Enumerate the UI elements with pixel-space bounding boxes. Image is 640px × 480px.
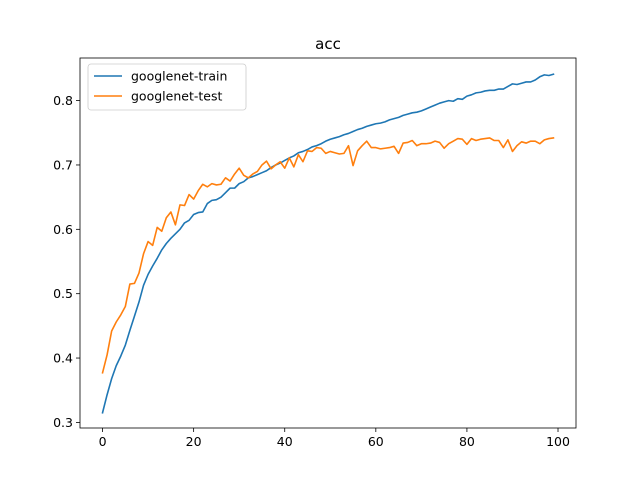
chart-title: acc <box>315 35 341 53</box>
series-line-googlenet-test <box>103 138 554 373</box>
legend-label: googlenet-train <box>131 69 227 84</box>
x-axis: 0 20 40 60 80 100 <box>99 428 570 449</box>
x-tick-label: 40 <box>277 434 293 449</box>
legend: googlenet-train googlenet-test <box>88 64 246 110</box>
y-tick-label: 0.6 <box>53 222 73 237</box>
y-axis: 0.3 0.4 0.5 0.6 0.7 0.8 <box>53 93 80 430</box>
y-tick-label: 0.7 <box>53 157 73 172</box>
y-tick-label: 0.4 <box>53 351 73 366</box>
series-line-googlenet-train <box>103 74 554 413</box>
x-tick-label: 80 <box>459 434 475 449</box>
y-tick-label: 0.3 <box>53 415 73 430</box>
x-tick-label: 20 <box>186 434 202 449</box>
y-tick-label: 0.5 <box>53 286 73 301</box>
axes-frame <box>80 58 576 428</box>
legend-label: googlenet-test <box>131 89 222 104</box>
series-layer <box>103 74 554 413</box>
y-tick-label: 0.8 <box>53 93 73 108</box>
x-tick-label: 100 <box>546 434 570 449</box>
x-tick-label: 60 <box>368 434 384 449</box>
x-tick-label: 0 <box>99 434 107 449</box>
